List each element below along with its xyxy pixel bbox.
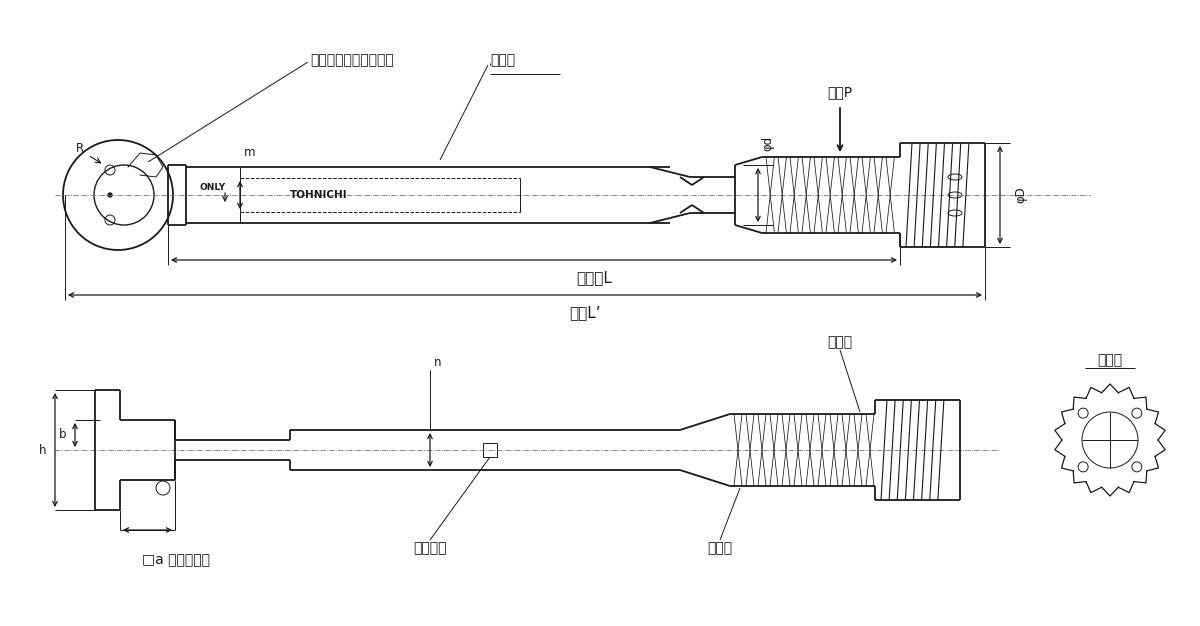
Text: 副目盛: 副目盛 [828,335,852,349]
Text: ONLY: ONLY [200,183,226,192]
Text: h: h [40,443,47,456]
Text: R: R [76,143,84,155]
Circle shape [108,193,112,197]
Text: 型式名: 型式名 [490,53,515,67]
Text: 製造番号: 製造番号 [413,541,446,555]
Text: 有効長L: 有効長L [576,270,612,285]
Text: ラチェット切替レバー: ラチェット切替レバー [310,53,394,67]
Text: m: m [244,145,256,158]
Text: 主目盛: 主目盛 [708,541,732,555]
Text: n: n [434,356,442,369]
Text: □a 角ドライブ: □a 角ドライブ [142,553,210,567]
Text: 全長L’: 全長L’ [569,305,601,321]
Text: b: b [59,429,67,441]
Text: φd: φd [762,135,774,151]
Text: φD: φD [1014,187,1027,203]
Text: TOHNICHI: TOHNICHI [290,190,348,200]
Bar [482,443,497,457]
Text: ロッカ: ロッカ [1098,353,1122,367]
Text: 手力P: 手力P [828,85,852,99]
